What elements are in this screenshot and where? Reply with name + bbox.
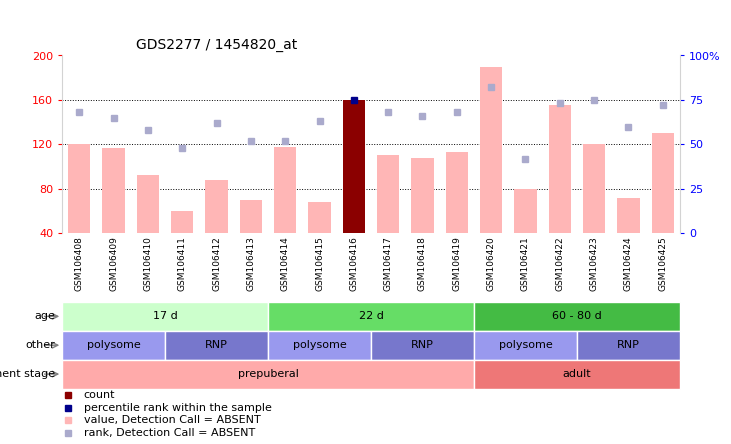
Text: development stage: development stage bbox=[0, 369, 55, 379]
Text: GSM106410: GSM106410 bbox=[143, 237, 153, 291]
Bar bbox=[583, 144, 605, 233]
Text: GSM106421: GSM106421 bbox=[521, 237, 530, 291]
Bar bbox=[480, 67, 502, 233]
Bar bbox=[474, 360, 680, 388]
Text: value, Detection Call = ABSENT: value, Detection Call = ABSENT bbox=[84, 416, 260, 425]
Text: age: age bbox=[34, 311, 55, 321]
Bar bbox=[474, 331, 577, 360]
Text: GSM106424: GSM106424 bbox=[624, 237, 633, 291]
Text: RNP: RNP bbox=[205, 340, 228, 350]
Text: RNP: RNP bbox=[411, 340, 434, 350]
Text: 22 d: 22 d bbox=[358, 311, 384, 321]
Bar bbox=[274, 147, 296, 233]
Bar bbox=[308, 202, 330, 233]
Text: GSM106417: GSM106417 bbox=[384, 237, 393, 291]
Text: GSM106415: GSM106415 bbox=[315, 237, 324, 291]
Bar bbox=[102, 148, 125, 233]
Bar bbox=[651, 133, 674, 233]
Text: GSM106413: GSM106413 bbox=[246, 237, 255, 291]
Text: GSM106420: GSM106420 bbox=[487, 237, 496, 291]
Bar bbox=[62, 360, 474, 388]
Text: polysome: polysome bbox=[499, 340, 553, 350]
Text: GDS2277 / 1454820_at: GDS2277 / 1454820_at bbox=[136, 38, 298, 52]
Bar bbox=[240, 200, 262, 233]
Bar bbox=[371, 331, 474, 360]
Bar bbox=[412, 158, 433, 233]
Text: rank, Detection Call = ABSENT: rank, Detection Call = ABSENT bbox=[84, 428, 255, 438]
Text: RNP: RNP bbox=[617, 340, 640, 350]
Bar bbox=[446, 152, 468, 233]
Bar bbox=[514, 189, 537, 233]
Text: GSM106416: GSM106416 bbox=[349, 237, 358, 291]
Bar bbox=[62, 331, 165, 360]
Text: 17 d: 17 d bbox=[153, 311, 178, 321]
Bar bbox=[377, 155, 399, 233]
Text: other: other bbox=[25, 340, 55, 350]
Text: adult: adult bbox=[563, 369, 591, 379]
Text: percentile rank within the sample: percentile rank within the sample bbox=[84, 403, 272, 412]
Text: GSM106419: GSM106419 bbox=[452, 237, 461, 291]
Bar bbox=[343, 100, 365, 233]
Text: GSM106422: GSM106422 bbox=[556, 237, 564, 291]
Text: GSM106411: GSM106411 bbox=[178, 237, 186, 291]
Bar bbox=[268, 302, 474, 331]
Bar bbox=[548, 106, 571, 233]
Bar bbox=[171, 211, 194, 233]
Text: count: count bbox=[84, 390, 115, 400]
Bar bbox=[165, 331, 268, 360]
Bar bbox=[617, 198, 640, 233]
Bar bbox=[62, 302, 268, 331]
Text: GSM106425: GSM106425 bbox=[658, 237, 667, 291]
Text: GSM106423: GSM106423 bbox=[589, 237, 599, 291]
Text: prepuberal: prepuberal bbox=[238, 369, 298, 379]
Text: 60 - 80 d: 60 - 80 d bbox=[552, 311, 602, 321]
Bar bbox=[268, 331, 371, 360]
Text: GSM106408: GSM106408 bbox=[75, 237, 84, 291]
Bar bbox=[474, 302, 680, 331]
Text: GSM106418: GSM106418 bbox=[418, 237, 427, 291]
Text: GSM106414: GSM106414 bbox=[281, 237, 289, 291]
Bar bbox=[137, 175, 159, 233]
Text: GSM106412: GSM106412 bbox=[212, 237, 221, 291]
Text: polysome: polysome bbox=[87, 340, 140, 350]
Text: GSM106409: GSM106409 bbox=[109, 237, 118, 291]
Bar bbox=[577, 331, 680, 360]
Bar bbox=[68, 144, 91, 233]
Bar bbox=[205, 180, 228, 233]
Text: polysome: polysome bbox=[292, 340, 346, 350]
